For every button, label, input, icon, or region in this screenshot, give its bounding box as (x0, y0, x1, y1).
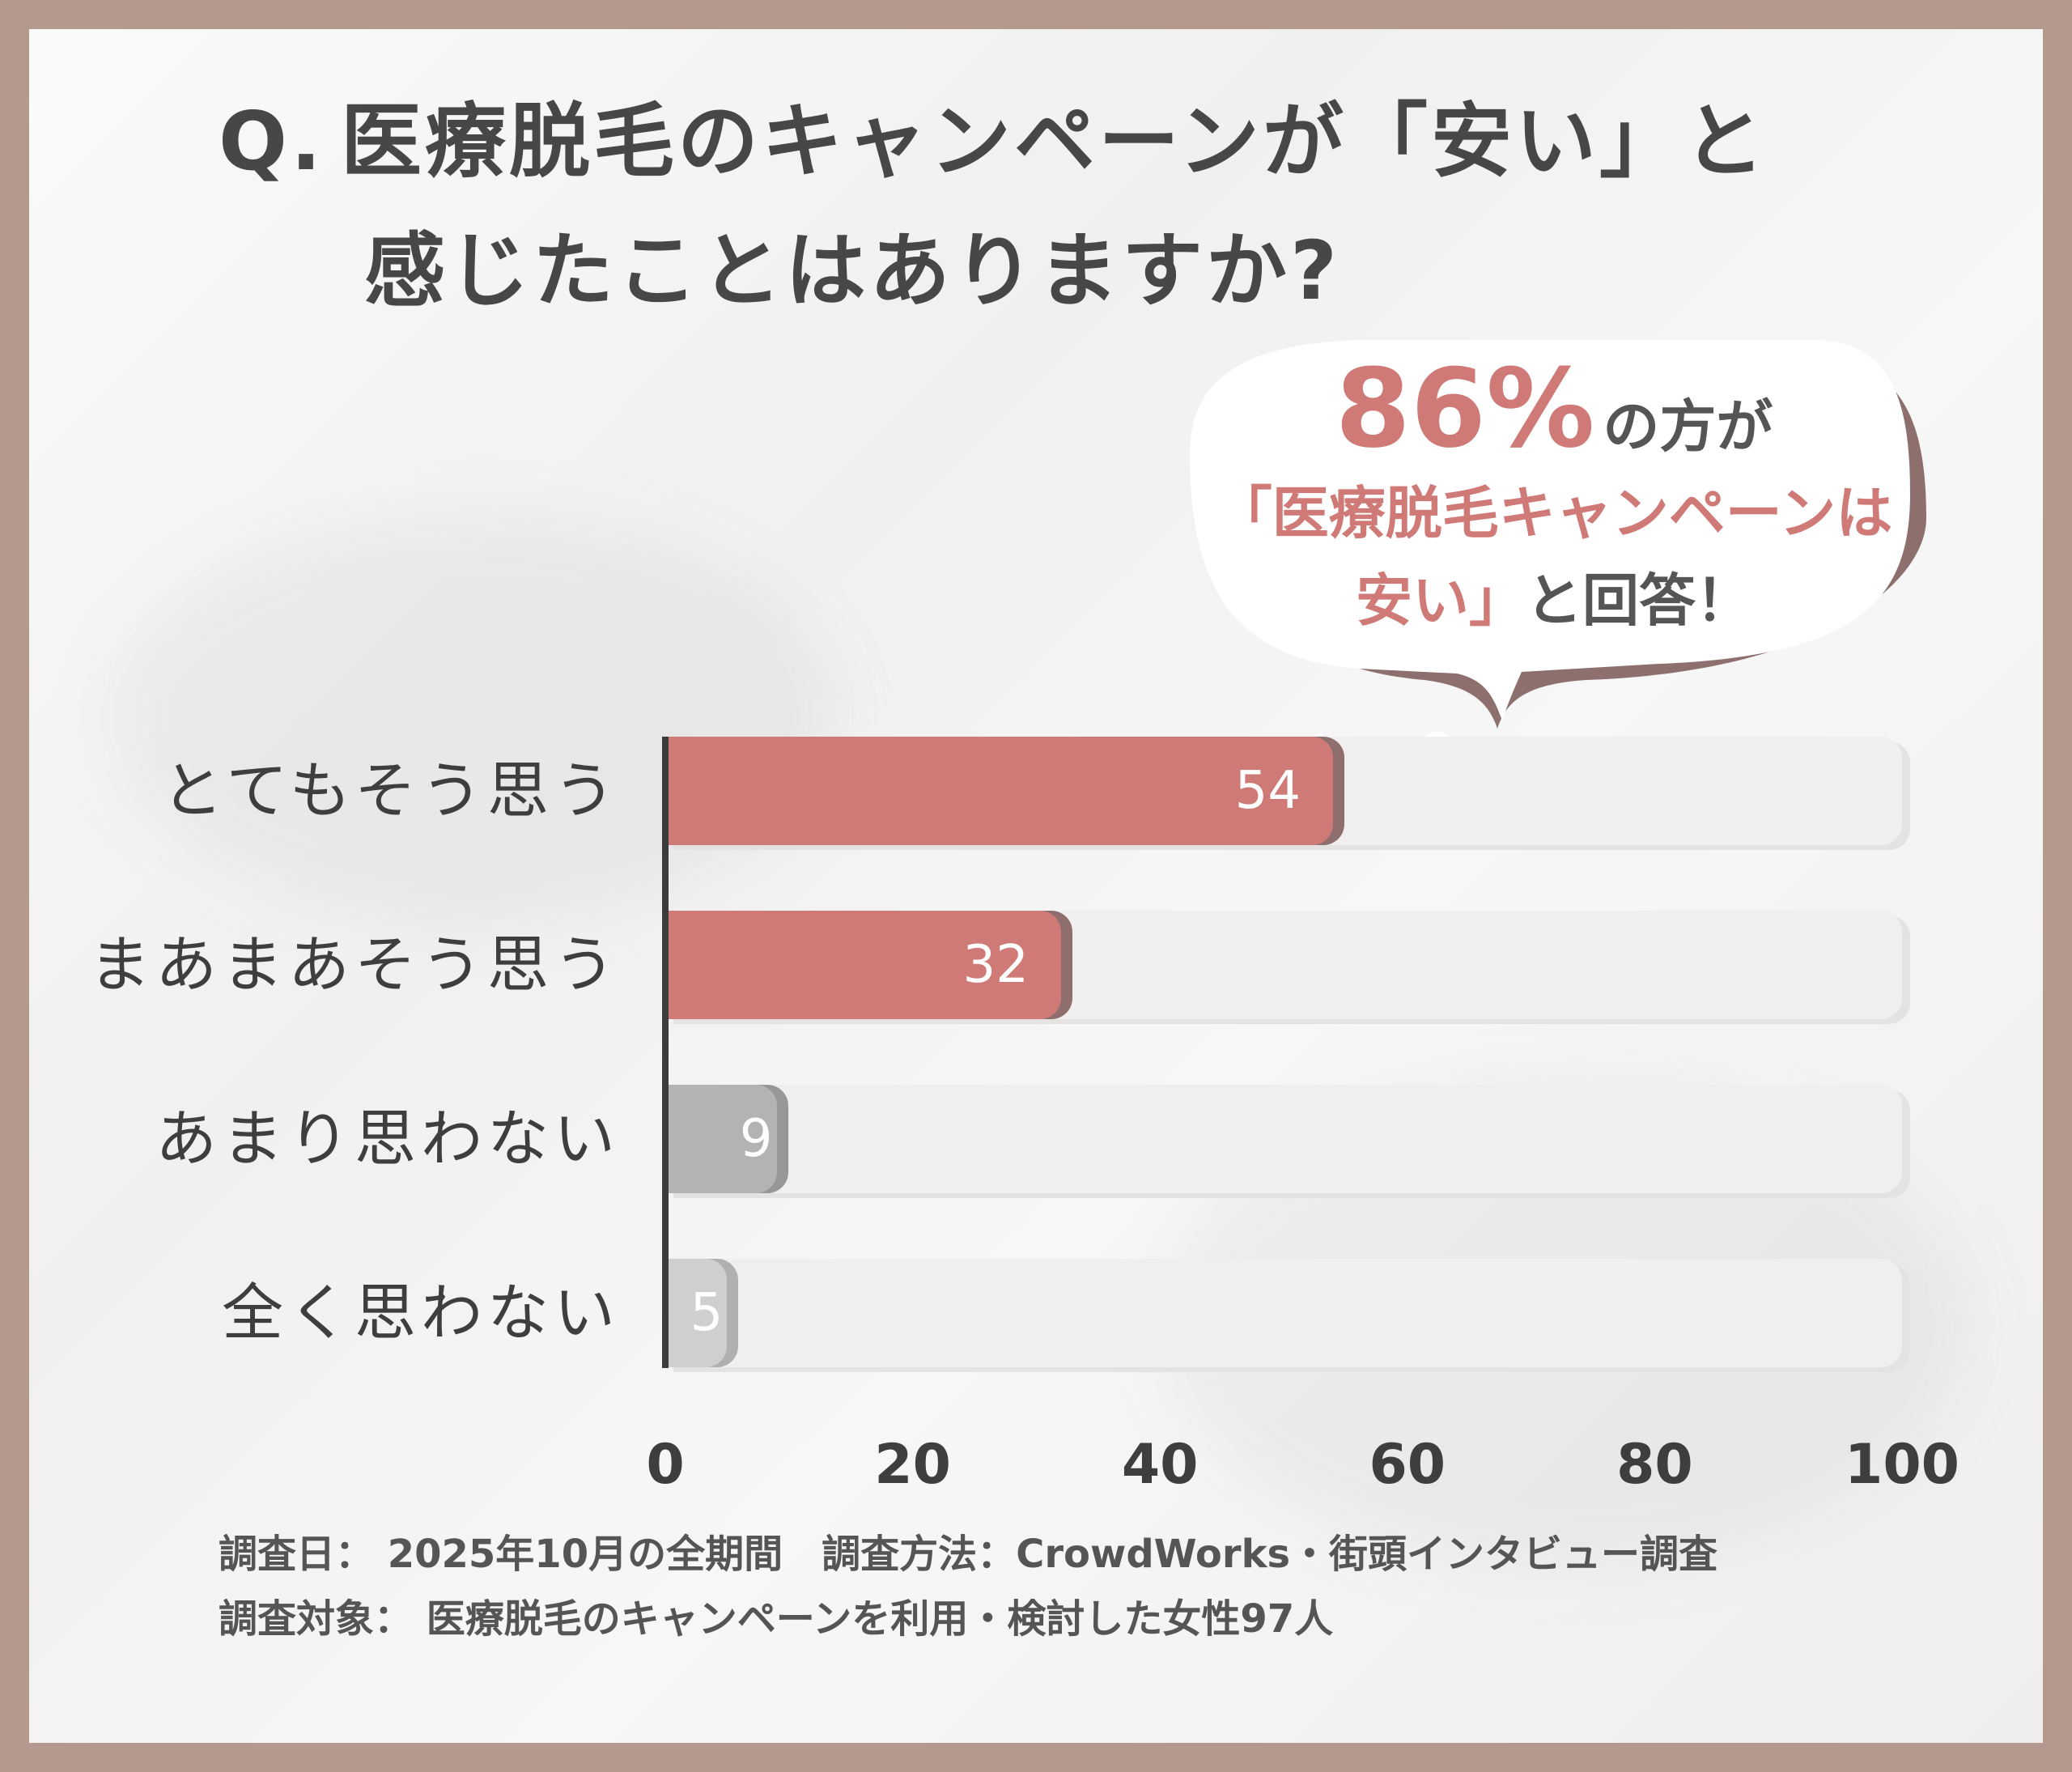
callout-suffix: の方が (1603, 393, 1773, 460)
callout-line-3-rest: と回答！ (1526, 567, 1752, 634)
card (29, 29, 2043, 1743)
callout-percent: 86% (1335, 346, 1595, 472)
category-label: とてもそう思う (161, 754, 620, 827)
bar-track (665, 1259, 1902, 1367)
x-tick-label: 40 (1121, 1433, 1199, 1497)
bar-track (665, 1085, 1902, 1193)
callout-text: 86% の方が 「医療脱毛キャンペーンは 安い」と回答！ (1166, 348, 1942, 644)
bubble-body (1190, 340, 1910, 720)
bar-value-label: 5 (690, 1283, 724, 1343)
background-shade (110, 515, 839, 920)
callout-line-2: 「医療脱毛キャンペーンは (1215, 480, 1893, 546)
bar-value-label: 32 (962, 935, 1029, 995)
bar-value-label: 9 (739, 1109, 773, 1169)
bar (665, 1085, 777, 1193)
category-label: あまり思わない (155, 1103, 620, 1175)
x-tick-label: 20 (874, 1433, 951, 1497)
footnote-line-1: 調査日： 2025年10月の全期間 調査方法：CrowdWorks・街頭インタビ… (219, 1532, 1718, 1577)
x-tick-label: 100 (1845, 1433, 1959, 1497)
bar (665, 737, 1334, 845)
y-axis-line (662, 737, 669, 1368)
bar-value-label: 54 (1234, 761, 1301, 821)
x-tick-label: 0 (646, 1433, 685, 1497)
question-mark-prefix: Q. (219, 94, 325, 189)
bar (665, 911, 1061, 1019)
x-tick-label: 60 (1369, 1433, 1446, 1497)
bar (665, 1259, 728, 1367)
category-label: まあまあそう思う (89, 928, 620, 1001)
page-title: Q. 医療脱毛のキャンペーンが「安い」と 感じたことはありますか? (219, 77, 1837, 336)
footnote: 調査日： 2025年10月の全期間 調査方法：CrowdWorks・街頭インタビ… (219, 1522, 1717, 1651)
title-line-2: 感じたことはありますか? (364, 223, 1341, 318)
x-tick-label: 80 (1616, 1433, 1693, 1497)
callout-line-3-highlight: 安い」 (1356, 567, 1526, 634)
title-line-1: 医療脱毛のキャンペーンが「安い」と (341, 94, 1768, 189)
footnote-line-2: 調査対象： 医療脱毛のキャンペーンを利用・検討した女性97人 (219, 1596, 1334, 1642)
category-label: 全く思わない (222, 1277, 620, 1349)
